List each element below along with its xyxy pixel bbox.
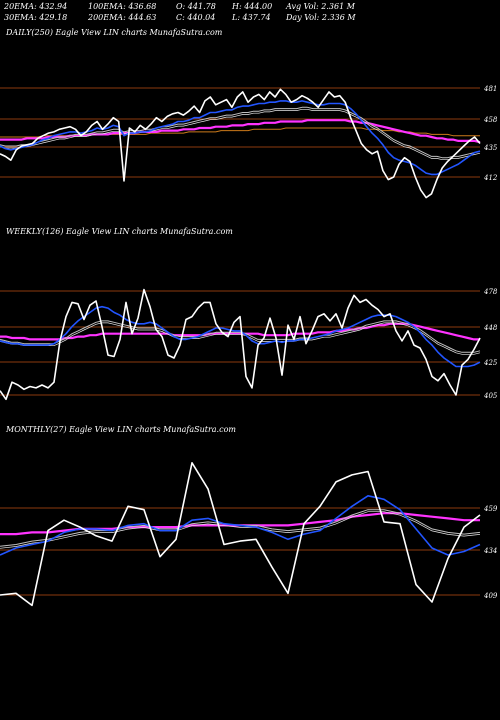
tick-label-405: 405 <box>483 392 498 400</box>
ema20-value: 20EMA: 432.94 <box>4 2 68 11</box>
ema30-value: 30EMA: 429.18 <box>4 13 68 22</box>
close-value: C: 440.04 <box>176 13 216 22</box>
monthly-panel-title: MONTHLY(27) Eagle View LIN charts Munafa… <box>6 425 236 434</box>
high-value: H: 444.00 <box>232 2 273 11</box>
ema-mid-shadow-line <box>0 322 481 355</box>
ema-mid-shadow-line <box>0 511 481 549</box>
day-volume: Day Vol: 2.336 M <box>286 13 356 22</box>
tick-label-481: 481 <box>483 85 497 93</box>
tick-label-458: 458 <box>483 116 498 124</box>
weekly-panel-title: WEEKLY(126) Eagle View LIN charts Munafa… <box>6 227 233 236</box>
avg-volume: Avg Vol: 2.361 M <box>286 2 355 11</box>
tick-label-459: 459 <box>483 505 498 513</box>
price-line <box>0 461 481 607</box>
ema100-value: 100EMA: 436.68 <box>88 2 157 11</box>
price-line <box>0 88 481 199</box>
ema-mid-shadow-line <box>0 108 481 161</box>
tick-label-409: 409 <box>483 592 498 600</box>
tick-label-425: 425 <box>483 359 498 367</box>
open-value: O: 441.78 <box>176 2 216 11</box>
tick-label-478: 478 <box>483 288 498 296</box>
tick-label-412: 412 <box>483 174 498 182</box>
daily-panel-title: DAILY(250) Eagle View LIN charts MunafaS… <box>6 28 223 37</box>
tick-label-435: 435 <box>483 144 498 152</box>
price-line <box>0 288 481 401</box>
ema-short-line <box>0 494 481 556</box>
ema200-value: 200EMA: 444.63 <box>88 13 157 22</box>
tick-label-434: 434 <box>483 547 497 555</box>
tick-label-448: 448 <box>483 324 498 332</box>
low-value: L: 437.74 <box>232 13 271 22</box>
ema-short-line <box>0 100 481 176</box>
ema-short-line <box>0 305 481 368</box>
ema-mid-line <box>0 320 481 353</box>
